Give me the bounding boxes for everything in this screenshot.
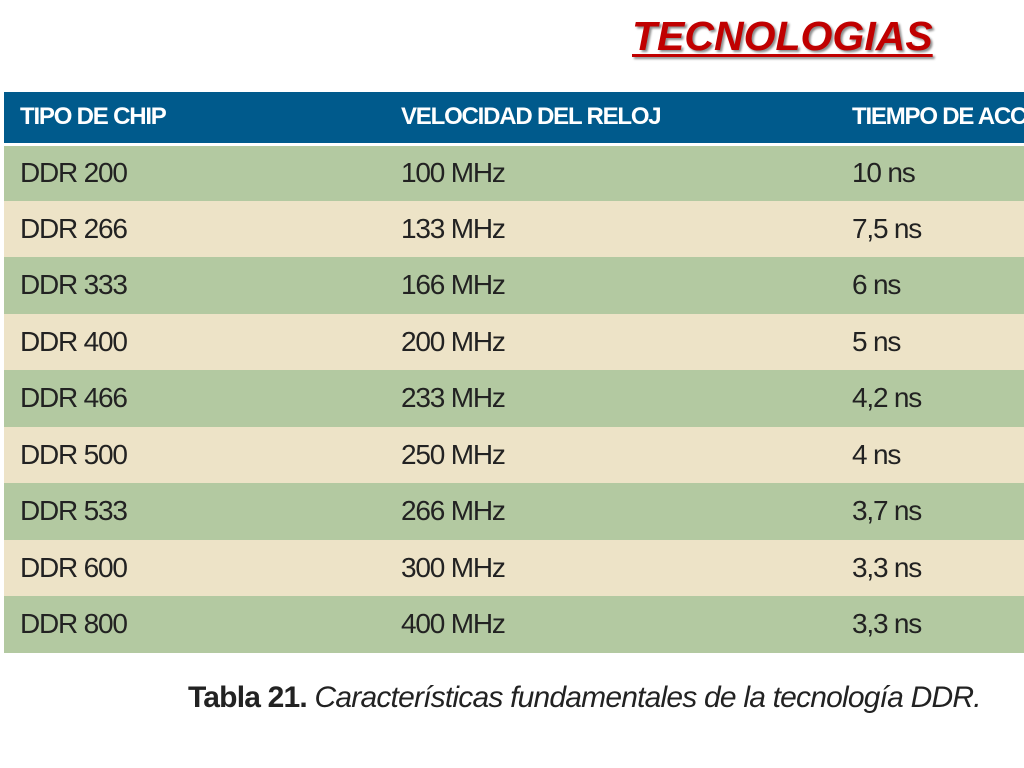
cell-access: 10 ns	[852, 157, 916, 188]
cell-access: 7,5 ns	[852, 212, 922, 244]
table-row: DDR 800 400 MHz 3,3 ns	[4, 596, 1024, 653]
cell-chip: DDR 800	[20, 608, 128, 640]
header-tipo-de-chip: TIPO DE CHIP	[20, 103, 167, 131]
table-caption: Tabla 21. Características fundamentales …	[188, 678, 1008, 718]
cell-clock: 133 MHz	[401, 212, 506, 244]
cell-access: 6 ns	[852, 269, 901, 301]
table-row: DDR 500 250 MHz 4 ns	[4, 426, 1024, 483]
slide-title: TECNOLOGIAS	[632, 13, 933, 59]
table-row: DDR 333 166 MHz 6 ns	[4, 257, 1024, 314]
table-row: DDR 266 133 MHz 7,5 ns	[4, 200, 1024, 257]
cell-chip: DDR 333	[20, 269, 128, 301]
cell-chip: DDR 200	[20, 157, 128, 188]
cell-clock: 200 MHz	[401, 325, 506, 357]
caption-text: Características fundamentales de la tecn…	[306, 681, 982, 714]
header-velocidad-del-reloj: VELOCIDAD DEL RELOJ	[401, 103, 662, 131]
cell-clock: 233 MHz	[401, 382, 506, 414]
cell-access: 3,7 ns	[852, 495, 922, 527]
cell-clock: 266 MHz	[401, 495, 506, 527]
ddr-table-container: TIPO DE CHIP VELOCIDAD DEL RELOJ TIEMPO …	[4, 92, 1024, 654]
cell-clock: 100 MHz	[401, 157, 506, 188]
table-row: DDR 600 300 MHz 3,3 ns	[4, 539, 1024, 596]
cell-access: 4,2 ns	[852, 382, 922, 414]
cell-chip: DDR 266	[20, 212, 128, 244]
ddr-table: TIPO DE CHIP VELOCIDAD DEL RELOJ TIEMPO …	[4, 92, 1024, 653]
cell-chip: DDR 400	[20, 325, 128, 357]
caption-label: Tabla 21.	[188, 681, 308, 714]
cell-chip: DDR 500	[20, 438, 128, 470]
table-row: DDR 466 233 MHz 4,2 ns	[4, 370, 1024, 427]
cell-access: 3,3 ns	[852, 608, 922, 640]
cell-chip: DDR 600	[20, 551, 128, 583]
table-row: DDR 533 266 MHz 3,7 ns	[4, 483, 1024, 540]
table-row: DDR 400 200 MHz 5 ns	[4, 313, 1024, 370]
cell-clock: 300 MHz	[401, 551, 506, 583]
cell-access: 4 ns	[852, 438, 901, 470]
cell-clock: 400 MHz	[401, 608, 506, 640]
header-tiempo-de-acceso: TIEMPO DE ACCESO	[852, 103, 1024, 131]
table-header-row: TIPO DE CHIP VELOCIDAD DEL RELOJ TIEMPO …	[4, 92, 1024, 144]
cell-clock: 166 MHz	[401, 269, 506, 301]
cell-access: 5 ns	[852, 325, 901, 357]
table-row: DDR 200 100 MHz 10 ns	[4, 144, 1024, 201]
cell-chip: DDR 466	[20, 382, 128, 414]
cell-chip: DDR 533	[20, 495, 128, 527]
cell-clock: 250 MHz	[401, 438, 506, 470]
cell-access: 3,3 ns	[852, 551, 922, 583]
